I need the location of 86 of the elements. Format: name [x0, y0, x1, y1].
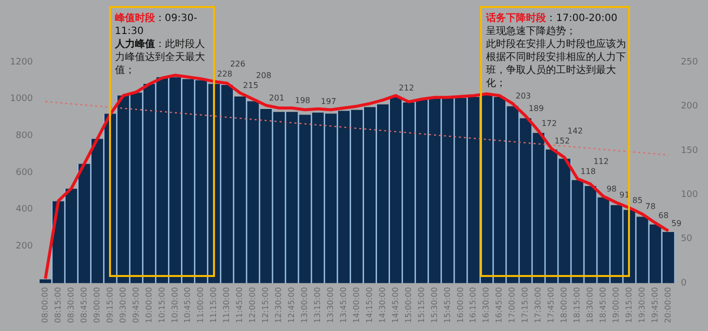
x-tick-label: 08:00:00	[40, 287, 50, 324]
data-label: 215	[243, 81, 258, 90]
x-tick-label: 14:45:00	[390, 287, 400, 324]
x-tick-label: 13:00:00	[300, 287, 310, 324]
x-tick-label: 18:45:00	[598, 287, 608, 324]
x-tick-label: 08:45:00	[79, 287, 88, 324]
x-tick-label: 11:00:00	[196, 287, 206, 324]
x-tick-label: 15:15:00	[416, 287, 426, 324]
x-tick-label: 09:00:00	[92, 287, 102, 324]
y2-tick-label: 200	[680, 102, 698, 112]
data-label: 198	[294, 96, 310, 106]
data-label: 78	[645, 202, 656, 212]
x-tick-label: 17:45:00	[546, 287, 556, 324]
x-tick-label: 09:30:00	[118, 287, 128, 324]
y-tick-label: 200	[16, 242, 34, 252]
x-tick-label: 09:15:00	[105, 287, 114, 324]
x-tick-label: 10:45:00	[183, 287, 192, 324]
data-label: 201	[269, 93, 284, 102]
x-tick-label: 17:30:00	[534, 287, 543, 324]
x-tick-label: 14:15:00	[364, 287, 374, 324]
text: 峰值时段：09:30-11:30	[114, 12, 198, 38]
x-tick-label: 13:15:00	[313, 287, 322, 324]
data-label: 59	[671, 218, 682, 228]
x-tick-label: 11:30:00	[222, 287, 232, 324]
x-tick-label: 16:15:00	[468, 287, 478, 324]
data-label: 197	[320, 96, 336, 106]
x-tick-label: 19:00:00	[612, 287, 620, 324]
x-tick-label: 11:15:00	[209, 287, 218, 324]
data-label: 152	[554, 136, 570, 146]
x-tick-label: 15:30:00	[430, 287, 439, 324]
y2-tick-label: 0	[680, 278, 687, 288]
data-label: 228	[217, 70, 232, 79]
x-tick-label: 20:00:00	[663, 287, 672, 324]
x-tick-label: 15:45:00	[442, 287, 452, 324]
x-tick-label: 14:00:00	[352, 287, 361, 324]
data-label: 85	[632, 196, 643, 205]
x-tick-label: 12:30:00	[274, 287, 284, 324]
annotation: 此时段在安排人力时段也应该为根据不同时段安排相应的人力下班，争取人员的工时达到最大化；	[486, 38, 626, 90]
y-tick-label: 1200	[10, 57, 34, 68]
x-tick-label: 16:00:00	[456, 287, 465, 324]
x-tick-label: 13:30:00	[326, 287, 335, 324]
x-tick-label: 17:15:00	[520, 287, 530, 324]
y-tick-label: 600	[16, 168, 34, 178]
data-label: 172	[542, 119, 557, 128]
data-label: 226	[230, 60, 246, 69]
x-tick-label: 12:45:00	[287, 287, 296, 324]
y-tick-label: 1000	[10, 94, 34, 104]
y-tick-label: 400	[16, 204, 34, 215]
x-tick-label: 08:15:00	[53, 287, 62, 324]
x-tick-label: 18:00:00	[560, 287, 569, 324]
x-tick-label: 12:00:00	[248, 287, 258, 324]
x-tick-label: 11:45:00	[235, 287, 244, 324]
x-tick-label: 18:30:00	[586, 287, 595, 324]
x-tick-label: 09:45:00	[131, 287, 140, 324]
data-label: 91	[619, 190, 630, 200]
x-tick-label: 17:00:00	[508, 287, 517, 324]
annotation: 人力峰值：此时段人力峰值达到全天最大值；	[114, 38, 206, 77]
data-label: 112	[593, 156, 609, 166]
data-label: 203	[516, 92, 531, 101]
x-tick-label: 19:30:00	[637, 287, 646, 324]
data-label: 98	[606, 184, 617, 194]
x-tick-label: 16:45:00	[494, 287, 504, 324]
x-tick-label: 15:00:00	[404, 287, 413, 324]
text: 话务下降时段：17:00-20:00呈现急速下降趋势；	[486, 12, 618, 38]
y2-tick-label: 100	[680, 190, 698, 200]
data-label: 142	[568, 126, 583, 136]
y2-tick-label: 50	[680, 234, 693, 244]
x-tick-label: 19:45:00	[650, 287, 660, 324]
data-label: 208	[256, 71, 272, 80]
x-tick-label: 08:30:00	[66, 287, 76, 324]
x-tick-label: 14:30:00	[378, 287, 387, 324]
data-label: 118	[580, 166, 596, 176]
x-tick-label: 13:45:00	[338, 287, 348, 324]
x-tick-label: 10:30:00	[170, 287, 180, 324]
x-tick-label: 10:15:00	[157, 287, 166, 324]
data-label: 68	[658, 211, 669, 220]
x-tick-label: 18:15:00	[572, 287, 582, 324]
y2-tick-label: 150	[680, 146, 698, 156]
x-tick-label: 19:15:00	[624, 287, 634, 324]
x-tick-label: 12:15:00	[261, 287, 270, 324]
y-tick-label: 800	[16, 131, 34, 142]
x-tick-label: 16:30:00	[482, 287, 491, 324]
y2-tick-label: 250	[680, 57, 698, 68]
data-label: 189	[528, 104, 544, 114]
data-label: 212	[398, 84, 414, 93]
x-tick-label: 10:00:00	[144, 287, 154, 324]
